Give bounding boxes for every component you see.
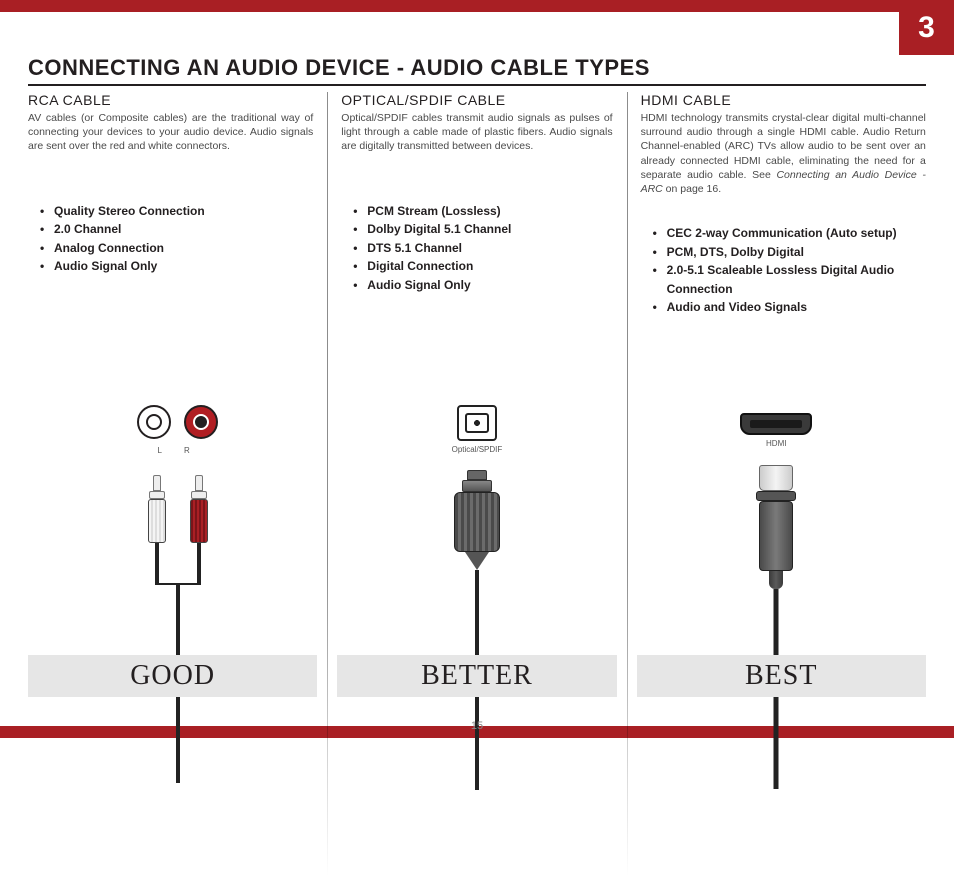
hdmi-port-icon: [740, 413, 812, 435]
rca-ports-icon: LR: [128, 405, 228, 455]
rating-good: GOOD: [28, 655, 317, 697]
hdmi-bullet: CEC 2-way Communication (Auto setup): [653, 224, 926, 243]
optical-bullets: PCM Stream (Lossless) Dolby Digital 5.1 …: [341, 202, 612, 295]
column-hdmi: HDMI CABLE HDMI technology transmits cry…: [627, 92, 926, 317]
rca-bullets: Quality Stereo Connection 2.0 Channel An…: [28, 202, 313, 276]
rating-better: BETTER: [337, 655, 616, 697]
rca-lr-labels: LR: [128, 446, 228, 455]
optical-description: Optical/SPDIF cables transmit audio sign…: [341, 111, 612, 154]
page-title: CONNECTING AN AUDIO DEVICE - AUDIO CABLE…: [28, 55, 926, 86]
optical-port-label: Optical/SPDIF: [327, 445, 626, 454]
rca-heading: RCA CABLE: [28, 92, 313, 108]
optical-heading: OPTICAL/SPDIF CABLE: [341, 92, 612, 108]
rca-bullet: Quality Stereo Connection: [40, 202, 313, 221]
optical-bullet: DTS 5.1 Channel: [353, 239, 612, 258]
rca-port-left-icon: [137, 405, 171, 439]
page-content: CONNECTING AN AUDIO DEVICE - AUDIO CABLE…: [28, 55, 926, 713]
rca-bullet: Analog Connection: [40, 239, 313, 258]
hdmi-heading: HDMI CABLE: [641, 92, 926, 108]
hdmi-port-label: HDMI: [627, 439, 926, 448]
hdmi-bullet: PCM, DTS, Dolby Digital: [653, 243, 926, 262]
optical-port-icon: [457, 405, 497, 441]
optical-bullet: PCM Stream (Lossless): [353, 202, 612, 221]
rca-bullet: 2.0 Channel: [40, 220, 313, 239]
columns-row: RCA CABLE AV cables (or Composite cables…: [28, 92, 926, 317]
rca-plug-red-icon: [190, 475, 208, 583]
connector-illustrations: LR GOOD Optical/SPDIF BETTER: [28, 405, 926, 725]
optical-bullet: Audio Signal Only: [353, 276, 612, 295]
rca-port-right-icon: [184, 405, 218, 439]
optical-illustration: Optical/SPDIF BETTER: [327, 405, 626, 725]
rca-plug-white-icon: [148, 475, 166, 583]
hdmi-plug-icon: [756, 465, 796, 589]
page-number: 15: [0, 720, 954, 732]
optical-plug-icon: [454, 470, 500, 570]
rca-illustration: LR GOOD: [28, 405, 327, 725]
optical-bullet: Digital Connection: [353, 257, 612, 276]
hdmi-bullet: 2.0-5.1 Scaleable Lossless Digital Audio…: [653, 261, 926, 298]
chapter-tab: 3: [899, 0, 954, 55]
rca-description: AV cables (or Composite cables) are the …: [28, 111, 313, 154]
hdmi-illustration: HDMI BEST: [627, 405, 926, 725]
column-rca: RCA CABLE AV cables (or Composite cables…: [28, 92, 327, 317]
hdmi-bullets: CEC 2-way Communication (Auto setup) PCM…: [641, 224, 926, 317]
hdmi-description: HDMI technology transmits crystal-clear …: [641, 111, 926, 196]
hdmi-bullet: Audio and Video Signals: [653, 298, 926, 317]
column-optical: OPTICAL/SPDIF CABLE Optical/SPDIF cables…: [327, 92, 626, 317]
optical-bullet: Dolby Digital 5.1 Channel: [353, 220, 612, 239]
top-accent-bar: [0, 0, 954, 12]
rating-best: BEST: [637, 655, 926, 697]
rca-bullet: Audio Signal Only: [40, 257, 313, 276]
